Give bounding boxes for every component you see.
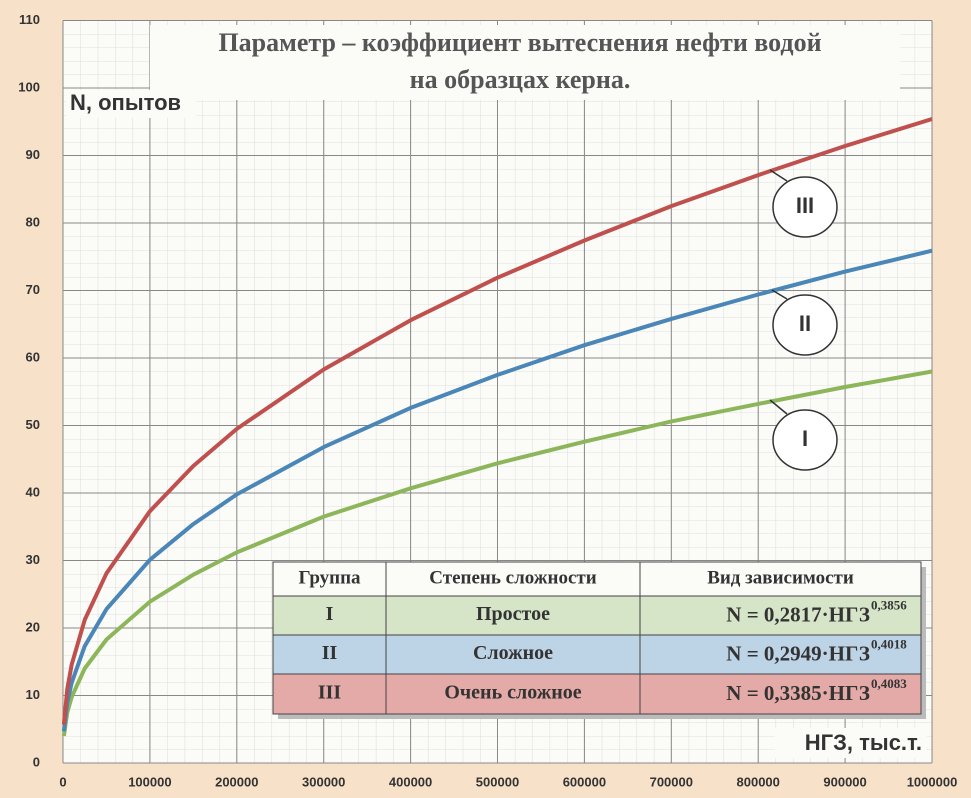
x-tick-label: 1000000 (907, 774, 958, 789)
title-line: Параметр – коэффициент вытеснения нефти … (218, 28, 821, 57)
x-tick-label: 800000 (737, 774, 780, 789)
series-line (61, 117, 933, 725)
legend-label: I (802, 426, 808, 451)
table-header: Вид зависимости (707, 567, 854, 588)
series-line (61, 248, 933, 732)
table-cell: Сложное (473, 642, 553, 664)
legend-label: III (796, 193, 814, 218)
x-tick-label: 200000 (215, 774, 258, 789)
y-tick-label: 70 (26, 282, 40, 297)
series-badge (772, 294, 838, 356)
x-tick-label: 600000 (563, 774, 606, 789)
leader-line (769, 399, 788, 415)
table-row (272, 634, 922, 675)
leader-line (769, 169, 788, 182)
table-exponent: 0,3856 (871, 597, 907, 612)
table-row (272, 595, 922, 636)
series-badge (772, 176, 838, 238)
table-formula: N = 0,2949·НГЗ (726, 641, 870, 665)
table-row (272, 673, 922, 715)
table-row (272, 561, 922, 597)
table-cell: Очень сложное (444, 682, 581, 704)
legend-label: II (799, 311, 811, 336)
x-tick-label: 900000 (823, 774, 866, 789)
table-exponent: 0,4018 (871, 636, 907, 651)
table-formula: N = 0,2817·НГЗ (726, 602, 870, 626)
table-header: Группа (298, 567, 361, 588)
series-line (61, 369, 933, 737)
y-axis-label: N, опытов (70, 90, 181, 115)
x-label-backdrop (775, 728, 927, 758)
y-tick-label: 100 (18, 79, 40, 94)
y-tick-label: 50 (26, 417, 40, 432)
table-cell: III (318, 682, 342, 704)
x-tick-label: 300000 (302, 774, 345, 789)
x-tick-label: 700000 (650, 774, 693, 789)
title-backdrop (150, 25, 900, 100)
y-tick-label: 0 (33, 754, 40, 769)
title-line: на образцах керна. (410, 65, 631, 94)
y-tick-label: 110 (19, 12, 40, 27)
y-tick-label: 20 (26, 619, 40, 634)
x-tick-label: 0 (59, 774, 66, 789)
x-tick-label: 500000 (476, 774, 519, 789)
y-tick-label: 60 (26, 349, 40, 364)
y-tick-label: 80 (26, 214, 40, 229)
table-cell: II (322, 642, 338, 664)
y-tick-label: 10 (26, 687, 40, 702)
table-formula: N = 0,3385·НГЗ (726, 681, 870, 705)
y-tick-label: 90 (26, 147, 40, 162)
y-tick-label: 40 (26, 484, 40, 499)
table-cell: Простое (476, 603, 550, 625)
table-exponent: 0,4083 (871, 676, 907, 691)
x-tick-label: 400000 (389, 774, 432, 789)
y-label-backdrop (66, 90, 196, 118)
x-tick-label: 100000 (128, 774, 171, 789)
table-cell: I (326, 603, 334, 625)
x-axis-label: НГЗ, тыс.т. (805, 730, 922, 755)
series-badge (772, 409, 838, 471)
y-tick-label: 30 (26, 552, 40, 567)
table-header: Степень сложности (429, 567, 596, 588)
leader-line (771, 289, 788, 300)
